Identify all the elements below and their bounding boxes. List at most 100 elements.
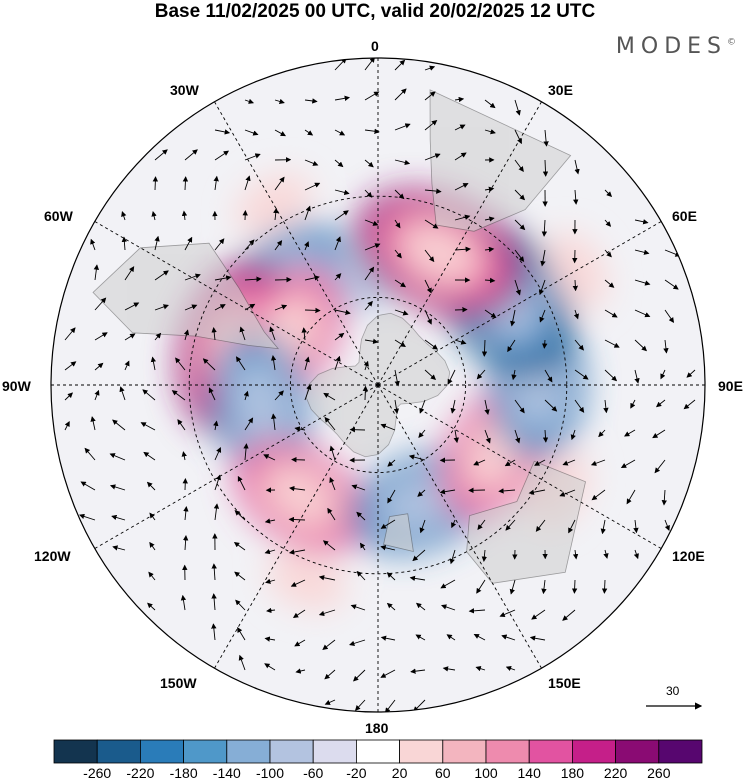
lon-label-90w: 90W <box>2 378 31 394</box>
wind-vector <box>140 422 156 431</box>
wind-vector <box>243 443 249 461</box>
wind-vector <box>304 356 310 371</box>
wind-vector <box>661 489 667 506</box>
wind-vector <box>591 489 606 501</box>
wind-vector <box>109 484 126 491</box>
wind-vector <box>244 239 255 251</box>
wind-vector <box>387 459 396 467</box>
wind-vector <box>329 445 336 461</box>
south-america-landmass <box>92 242 280 350</box>
wind-vector <box>349 639 366 646</box>
wind-vector <box>148 571 156 581</box>
wind-vector <box>380 545 396 551</box>
wind-vector <box>363 360 369 371</box>
wind-vector <box>542 339 548 349</box>
wind-vector <box>626 489 636 505</box>
wind-vector <box>538 279 546 296</box>
colorbar-cell <box>269 739 314 764</box>
anomaly-field <box>177 173 608 611</box>
wind-vector <box>484 99 496 109</box>
wind-vector <box>476 579 486 594</box>
wind-vector <box>364 300 373 311</box>
wind-vector <box>181 451 187 461</box>
wind-vector <box>322 639 336 650</box>
wind-vector <box>505 519 516 531</box>
wind-vector <box>94 297 107 311</box>
wind-vector <box>318 575 336 581</box>
wind-vector <box>364 338 379 344</box>
wind-vector <box>514 129 522 145</box>
wind-vector <box>410 668 426 674</box>
wind-vector <box>572 549 579 560</box>
wind-vector <box>182 534 189 551</box>
wind-vector <box>146 481 156 491</box>
wind-vector <box>454 246 471 252</box>
wind-vector <box>394 279 407 288</box>
wind-vector <box>214 129 231 135</box>
wind-vector <box>124 302 140 311</box>
map-border <box>50 57 706 713</box>
colorbar-tick-label: 260 <box>647 765 671 781</box>
wind-vector <box>304 384 312 401</box>
wind-vector <box>504 459 516 467</box>
wind-vector <box>454 124 466 131</box>
wind-vector <box>269 326 276 341</box>
colorbar-tick-label: 60 <box>435 765 451 781</box>
wind-vector <box>501 634 516 641</box>
meridian-line <box>377 221 662 386</box>
wind-vector <box>571 579 578 594</box>
lon-label-60w: 60W <box>44 208 73 224</box>
wind-vector <box>484 129 496 135</box>
wind-vector <box>447 369 456 385</box>
wind-vector <box>543 129 549 147</box>
wind-vector <box>234 510 246 521</box>
wind-vector <box>334 189 350 196</box>
wind-vector <box>180 594 187 611</box>
wind-vector <box>394 339 406 347</box>
wind-vector <box>273 207 279 221</box>
wind-vector <box>394 88 407 101</box>
lon-label-150e: 150E <box>548 675 581 691</box>
wind-vector <box>630 399 636 409</box>
wind-vector <box>211 563 217 581</box>
wind-vector <box>211 623 217 641</box>
wind-vector <box>119 386 126 401</box>
wind-vector <box>424 153 441 161</box>
wind-vector <box>274 304 288 311</box>
wind-vector <box>329 476 336 491</box>
wind-vector <box>292 609 306 618</box>
wind-vector <box>454 183 469 191</box>
parallel-circle <box>289 296 467 474</box>
wind-vector <box>484 277 496 284</box>
wind-vector <box>149 541 156 551</box>
wind-vector <box>380 519 396 529</box>
wind-vector <box>510 309 516 327</box>
wind-vector <box>600 519 606 535</box>
wind-vector <box>142 389 156 401</box>
wind-vector <box>590 459 606 466</box>
wind-vector <box>295 668 306 674</box>
wind-vector <box>264 636 276 642</box>
wind-vector <box>364 266 375 281</box>
wind-vector <box>440 579 456 589</box>
wind-vector <box>408 454 426 461</box>
meridian-line <box>94 221 379 386</box>
wind-vector <box>304 182 321 191</box>
wind-vector <box>449 549 456 565</box>
wind-vector <box>244 98 255 104</box>
wind-vector <box>334 332 345 341</box>
colorbar-tick-label: 20 <box>391 765 408 781</box>
wind-vector <box>213 503 220 521</box>
wind-vector <box>601 579 608 594</box>
wind-vector <box>64 361 77 371</box>
wind-vector <box>79 513 96 521</box>
wind-vector <box>559 489 576 497</box>
wind-vector <box>477 519 486 531</box>
colorbar-cell <box>183 739 228 764</box>
wind-vector <box>324 699 336 705</box>
wind-vector <box>111 514 126 521</box>
wind-vector <box>64 421 70 431</box>
wind-vector <box>484 429 491 444</box>
wind-vector <box>263 454 276 461</box>
